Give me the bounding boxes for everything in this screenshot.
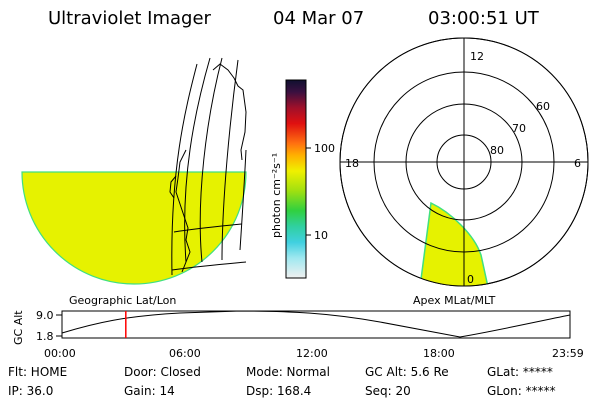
geographic-map (21, 57, 247, 285)
geo-coastline (169, 63, 247, 273)
altitude-curve (61, 310, 571, 338)
altitude-y-tick-9: 9.0 (36, 309, 54, 322)
colorbar-tick-label-100: 100 (314, 142, 335, 155)
image-time: 03:00:51 UT (428, 8, 540, 29)
status-ip: IP: 36.0 (8, 384, 53, 398)
colorbar-unit-label: photon cm⁻²s⁻¹ (270, 153, 283, 238)
geo-image-fill (21, 171, 247, 285)
geo-meridian-5 (239, 149, 247, 251)
status-panel: Flt: HOME Door: Closed Mode: Normal GC A… (8, 365, 556, 398)
geo-parallel-1 (171, 261, 247, 271)
colorbar-gradient (285, 79, 307, 279)
mlt-label-12: 12 (470, 50, 484, 63)
image-date: 04 Mar 07 (273, 8, 364, 29)
status-gain: Gain: 14 (124, 384, 175, 398)
lat-label-60: 60 (536, 100, 550, 113)
altitude-plot: GC Alt 9.0 1.8 00:00 06:00 12:00 18:00 2… (12, 309, 584, 360)
apex-map-label: Apex MLat/MLT (413, 294, 496, 307)
colorbar: 100 10 photon cm⁻²s⁻¹ (270, 79, 335, 279)
geo-parallel-2 (173, 223, 243, 233)
geo-map-label: Geographic Lat/Lon (69, 294, 176, 307)
altitude-x-tick-2359: 23:59 (552, 347, 584, 360)
geo-meridian-3 (199, 57, 223, 263)
altitude-plot-frame (61, 310, 571, 339)
status-dsp: Dsp: 168.4 (246, 384, 311, 398)
altitude-x-tick-1800: 18:00 (423, 347, 455, 360)
geo-meridian-2 (184, 57, 211, 263)
altitude-x-tick-0600: 06:00 (169, 347, 201, 360)
status-door: Door: Closed (124, 365, 201, 379)
status-seq: Seq: 20 (365, 384, 411, 398)
lat-label-80: 80 (490, 144, 504, 157)
status-gcalt: GC Alt: 5.6 Re (365, 365, 449, 379)
status-mode: Mode: Normal (246, 365, 330, 379)
altitude-x-tick-1200: 12:00 (296, 347, 328, 360)
altitude-x-tick-0000: 00:00 (44, 347, 76, 360)
altitude-axis-label: GC Alt (12, 310, 25, 345)
altitude-y-tick-1-8: 1.8 (36, 330, 54, 343)
status-glon: GLon: ***** (487, 384, 556, 398)
status-flt: Flt: HOME (8, 365, 67, 379)
instrument-title: Ultraviolet Imager (48, 8, 212, 29)
mlt-label-18: 18 (345, 157, 359, 170)
geo-meridian-4 (221, 59, 239, 261)
colorbar-tick-label-10: 10 (314, 229, 328, 242)
lat-label-70: 70 (512, 122, 526, 135)
geo-meridian-1 (171, 63, 198, 276)
mlt-label-6: 6 (574, 157, 581, 170)
status-glat: GLat: ***** (487, 365, 553, 379)
polar-image-fill (419, 201, 489, 286)
mlt-label-0: 0 (467, 273, 474, 286)
apex-polar-plot: 12 18 6 0 60 70 80 (339, 37, 589, 287)
